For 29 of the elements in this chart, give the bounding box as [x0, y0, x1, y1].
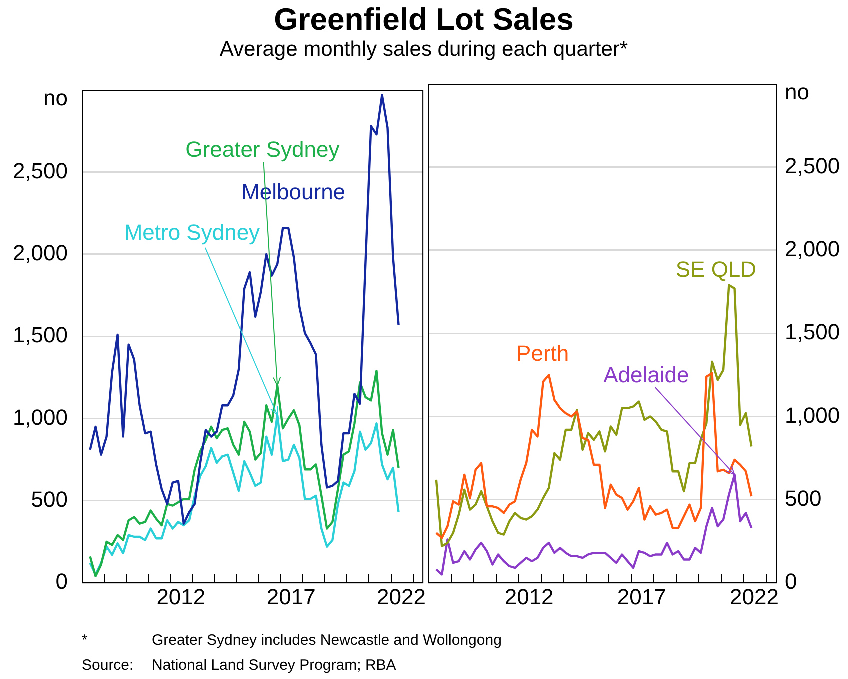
series-label: Perth — [516, 340, 570, 366]
x-tick-label: 2017 — [617, 584, 666, 610]
y-tick-label: 2,500 — [785, 153, 840, 178]
chart-subtitle: Average monthly sales during each quarter* — [218, 38, 630, 62]
y-tick-label: 2,000 — [785, 236, 840, 262]
x-tick-label: 2017 — [266, 584, 316, 610]
chart-title: Greenfield Lot Sales — [273, 2, 575, 38]
x-tick-label: 2022 — [377, 584, 426, 610]
y-axis-title: no — [785, 79, 810, 104]
y-tick-label: 2,000 — [12, 240, 68, 266]
y-tick-label: 0 — [56, 569, 68, 594]
y-tick-label: 1,000 — [12, 404, 68, 430]
text: Source: National Land Survey Program; RBA — [82, 657, 396, 674]
y-tick-label: 1,500 — [12, 322, 68, 348]
text: Metro Sydney — [124, 220, 260, 245]
x-tick-label: 2012 — [504, 584, 554, 610]
y-tick-label: 1,500 — [785, 320, 840, 345]
text: Greater Sydney — [186, 136, 340, 162]
y-tick-label: 1,000 — [785, 402, 840, 428]
y-tick-label: 0 — [785, 569, 798, 594]
y-tick-label: 2,500 — [12, 158, 68, 184]
x-tick-label: 2022 — [730, 584, 779, 610]
y-tick-label: 500 — [785, 486, 822, 511]
series-label: SE QLD — [676, 256, 757, 282]
y-tick-label: 500 — [31, 486, 68, 512]
x-tick-label: 2012 — [156, 584, 206, 610]
y-axis-title: no — [44, 85, 68, 110]
text: Adelaide — [604, 362, 690, 388]
text: * Greater Sydney includes Newcastle and Wollongong — [82, 632, 502, 649]
